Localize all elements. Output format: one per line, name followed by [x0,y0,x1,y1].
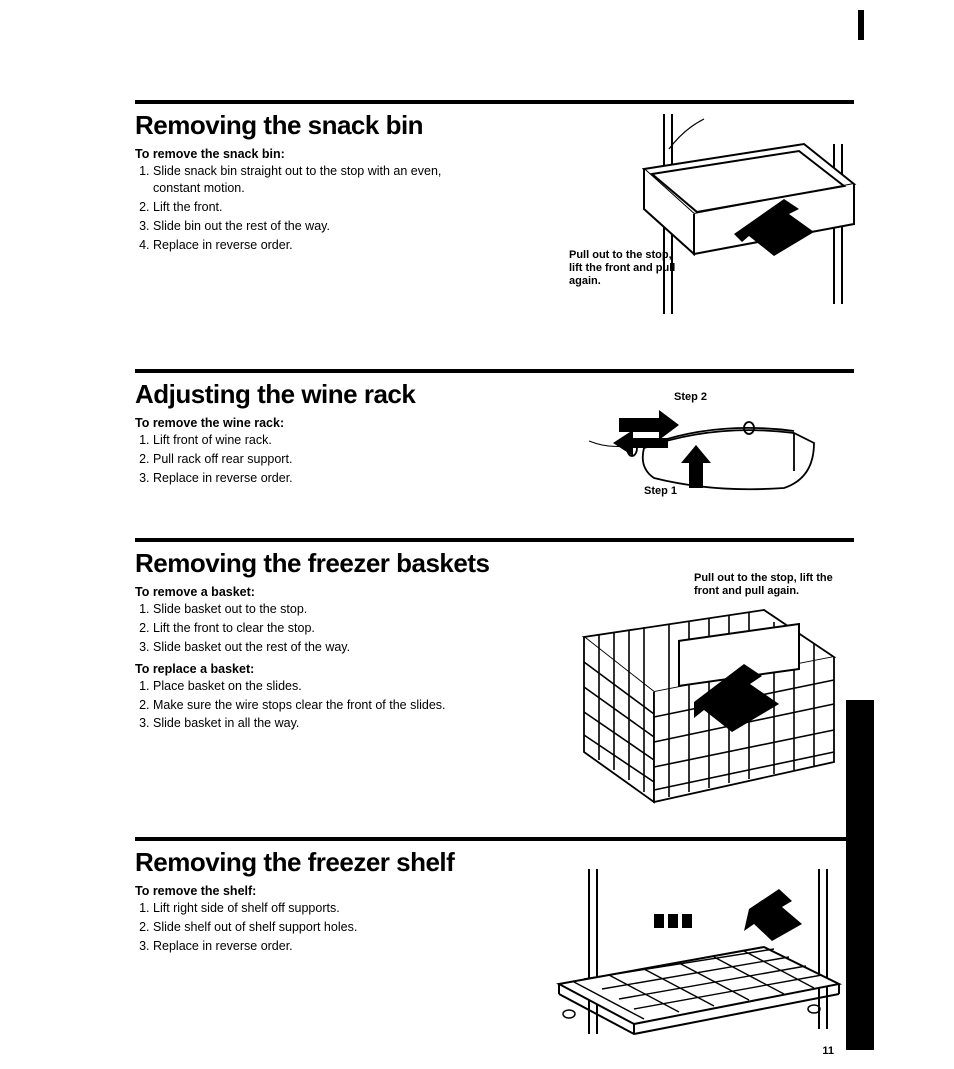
snack-bin-figure: Pull out to the stop, lift the front and… [574,114,874,334]
step1-label: Step 1 [644,485,677,498]
step2-label: Step 2 [674,391,707,404]
step-list: Slide snack bin straight out to the stop… [135,163,475,253]
page-edge-mark [858,10,864,40]
step-item: Lift right side of shelf off supports. [153,900,475,917]
step-item: Slide shelf out of shelf support holes. [153,919,475,936]
figure-caption: Pull out to the stop, lift the front and… [569,249,679,289]
freezer-basket-figure: Pull out to the stop, lift the front and… [564,577,854,812]
step-item: Replace in reverse order. [153,237,475,254]
section-freezer-shelf: Removing the freezer shelf To remove the… [135,837,854,1012]
step-item: Slide basket out the rest of the way. [153,639,475,656]
step-item: Place basket on the slides. [153,678,475,695]
step-item: Slide bin out the rest of the way. [153,218,475,235]
step-item: Replace in reverse order. [153,470,475,487]
section-freezer-baskets: Removing the freezer baskets To remove a… [135,538,854,813]
step-item: Pull rack off rear support. [153,451,475,468]
section-snack-bin: Removing the snack bin To remove the sna… [135,100,854,345]
step-list: Slide basket out to the stop. Lift the f… [135,601,475,656]
step-list: Lift front of wine rack. Pull rack off r… [135,432,475,487]
wine-rack-figure: Step 2 Step 1 [554,393,854,503]
step-list: Place basket on the slides. Make sure th… [135,678,475,733]
step-item: Lift front of wine rack. [153,432,475,449]
step-item: Slide basket out to the stop. [153,601,475,618]
step-item: Slide snack bin straight out to the stop… [153,163,475,197]
freezer-shelf-figure [544,869,844,1039]
section-wine-rack: Adjusting the wine rack To remove the wi… [135,369,854,514]
step-list: Lift right side of shelf off supports. S… [135,900,475,955]
page-number: 11 [822,1045,834,1057]
step-item: Make sure the wire stops clear the front… [153,697,475,714]
step-item: Lift the front to clear the stop. [153,620,475,637]
step-item: Replace in reverse order. [153,938,475,955]
step-item: Lift the front. [153,199,475,216]
figure-caption: Pull out to the stop, lift the front and… [694,572,854,598]
step-item: Slide basket in all the way. [153,715,475,732]
